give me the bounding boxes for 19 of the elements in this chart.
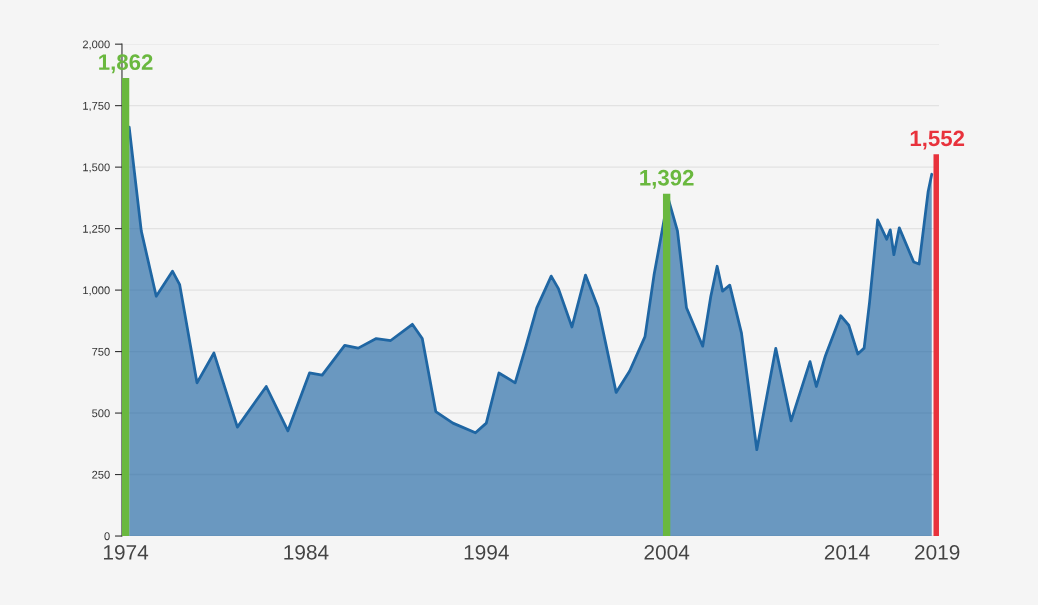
x-tick-label: 2019 bbox=[915, 544, 960, 560]
bar bbox=[662, 193, 671, 537]
x-tick-label: 2014 bbox=[824, 544, 870, 560]
bar bbox=[121, 78, 130, 537]
data-label: 1,392 bbox=[640, 169, 694, 189]
y-tick-label: 1,500 bbox=[83, 163, 110, 173]
y-tick-label: 1,750 bbox=[83, 101, 110, 112]
x-tick-label: 1994 bbox=[464, 544, 509, 560]
y-tick-label: 750 bbox=[92, 347, 110, 356]
data-label: 1,552 bbox=[910, 130, 965, 150]
y-tick-label: 1,000 bbox=[83, 286, 110, 296]
y-tick-label: 500 bbox=[92, 409, 110, 418]
y-tick-label: 2,000 bbox=[82, 40, 110, 50]
x-tick-label: 1974 bbox=[103, 544, 149, 560]
y-tick-label: 0 bbox=[104, 532, 110, 541]
x-tick-label: 2004 bbox=[644, 544, 690, 560]
x-tick-label: 1984 bbox=[284, 544, 329, 560]
y-tick-label: 250 bbox=[92, 470, 110, 479]
y-tick-label: 1,250 bbox=[83, 224, 110, 235]
